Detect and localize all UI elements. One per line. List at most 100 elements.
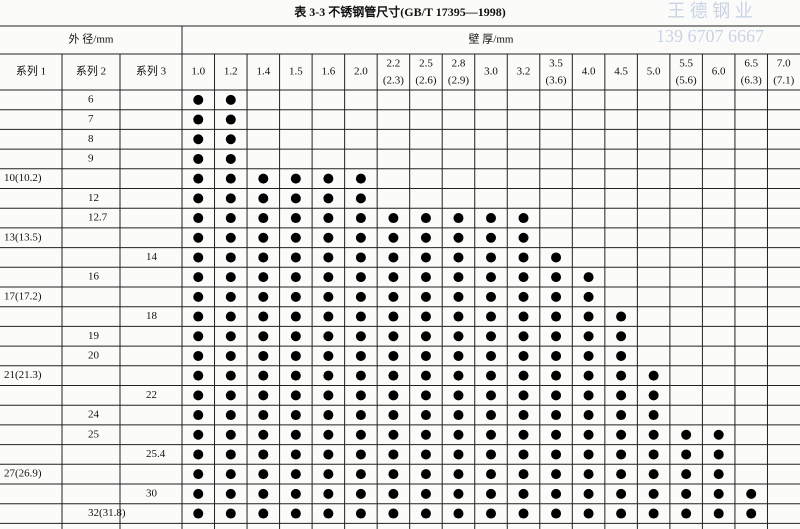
size-dot (453, 272, 464, 283)
diameter: 27(26.9) (4, 468, 42, 480)
size-dot (193, 114, 204, 125)
size-dot (290, 173, 301, 184)
size-dot (388, 311, 399, 322)
size-dot (225, 272, 236, 283)
size-dot (290, 272, 301, 283)
size-dot (258, 370, 269, 381)
size-dot (583, 429, 594, 440)
size-dot (323, 488, 334, 499)
thickness-label: 5.0 (647, 66, 661, 78)
size-dot (518, 488, 529, 499)
size-dot (193, 213, 204, 224)
size-dot (551, 350, 562, 361)
size-dot (713, 449, 724, 460)
size-dot (290, 370, 301, 381)
size-dot (486, 488, 496, 499)
size-dot (290, 252, 301, 263)
size-dot (355, 193, 366, 204)
size-dot (355, 291, 366, 302)
size-dot (355, 469, 366, 480)
diameter: 17(17.2) (4, 290, 42, 302)
size-dot (648, 488, 659, 499)
thickness-label: (3.6) (546, 75, 567, 87)
size-dot (453, 469, 464, 480)
size-dot (258, 469, 269, 480)
diameter: 13(13.5) (4, 231, 42, 243)
size-dot (193, 350, 204, 361)
size-dot (258, 508, 269, 519)
size-dot (486, 213, 496, 224)
size-dot (388, 390, 399, 401)
thickness-label: 6.0 (712, 66, 726, 78)
size-dot (290, 410, 301, 421)
size-dot (583, 291, 594, 302)
thickness-label: 7.0 (777, 58, 791, 70)
size-dot (258, 331, 269, 342)
size-dot (225, 350, 236, 361)
size-dot (713, 508, 724, 519)
series-label: 系列 2 (76, 64, 106, 78)
size-dot (583, 370, 594, 381)
size-dot (225, 213, 236, 224)
diameter: 16 (88, 271, 100, 283)
size-dot (551, 291, 562, 302)
size-dot (290, 449, 301, 460)
size-dot (583, 272, 594, 283)
size-dot (420, 390, 431, 401)
diameter: 21(21.3) (4, 369, 42, 381)
size-dot (323, 173, 334, 184)
size-dot (290, 291, 301, 302)
size-dot (648, 410, 659, 421)
size-dot (323, 370, 334, 381)
size-dot (355, 390, 366, 401)
size-dot (518, 469, 529, 480)
size-dot (746, 508, 757, 519)
size-dot (486, 508, 496, 519)
size-dot (258, 193, 269, 204)
size-dot (420, 488, 431, 499)
header-label: 壁 厚/mm (469, 32, 514, 46)
diameter: 25.4 (146, 448, 166, 460)
header-label: 外 径/mm (69, 33, 114, 46)
size-dot (583, 488, 594, 499)
size-dot (388, 469, 399, 480)
size-dot (323, 291, 334, 302)
size-dot (453, 213, 464, 224)
size-dot (420, 508, 431, 519)
size-dot (420, 410, 431, 421)
size-dot (453, 488, 464, 499)
size-dot (193, 94, 204, 105)
size-dot (486, 390, 496, 401)
size-dot (193, 449, 204, 460)
size-dot (290, 350, 301, 361)
size-dot (225, 390, 236, 401)
diameter: 12.7 (88, 212, 108, 224)
size-dot (388, 449, 399, 460)
size-dot (323, 331, 334, 342)
size-dot (258, 449, 269, 460)
size-dot (323, 232, 334, 243)
size-dot (355, 213, 366, 224)
size-dot (323, 272, 334, 283)
size-dot (355, 410, 366, 421)
diameter: 8 (88, 133, 94, 145)
thickness-label: (2.3) (383, 75, 404, 87)
size-dot (453, 410, 464, 421)
size-dot (193, 390, 204, 401)
size-dot (323, 449, 334, 460)
series-label: 系列 3 (136, 64, 167, 78)
diameter: 19 (88, 330, 100, 342)
size-dot (290, 429, 301, 440)
size-dot (681, 429, 692, 440)
size-dot (290, 311, 301, 322)
diameter: 25 (88, 428, 100, 440)
size-dot (225, 114, 236, 125)
size-dot (616, 449, 627, 460)
size-dot (616, 331, 627, 342)
size-dot (616, 508, 627, 519)
thickness-label: 3.0 (484, 66, 498, 78)
size-dot (583, 390, 594, 401)
diameter: 30 (146, 487, 158, 499)
size-dot (225, 94, 236, 105)
